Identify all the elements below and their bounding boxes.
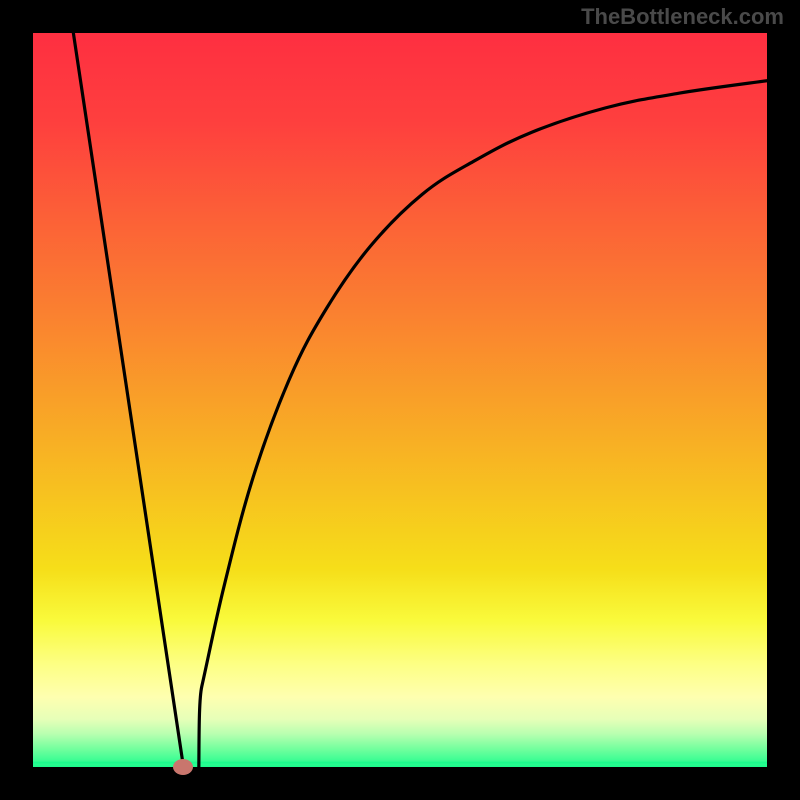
bottleneck-curve	[73, 33, 767, 767]
bottleneck-marker	[173, 759, 193, 775]
watermark-text: TheBottleneck.com	[581, 4, 784, 30]
curve-layer	[33, 33, 767, 767]
plot-area	[33, 33, 767, 767]
chart-container: TheBottleneck.com	[0, 0, 800, 800]
